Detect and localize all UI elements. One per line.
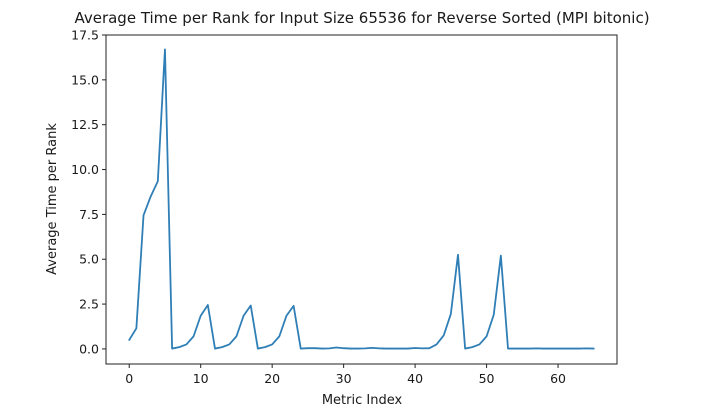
x-tick-label: 0: [125, 371, 133, 386]
x-tick-label: 60: [550, 371, 566, 386]
y-tick-label: 10.0: [71, 162, 99, 177]
y-tick-label: 7.5: [79, 207, 99, 222]
plot-area: 0 10 20 30 40 50 60 0.0 2.5 5.0 7.5 10.0 12.5 15.0 17.…: [71, 28, 618, 386]
x-tick-label: 10: [193, 371, 209, 386]
y-tick-label: 0.0: [79, 341, 99, 356]
series-line: [128, 48, 595, 350]
x-tick-label: 50: [479, 371, 495, 386]
y-tick-label: 2.5: [79, 297, 99, 312]
x-tick-label: 20: [264, 371, 280, 386]
y-tick-label: 12.5: [71, 117, 99, 132]
y-tick-label: 5.0: [79, 252, 99, 267]
x-axis-label: Metric Index: [322, 393, 403, 408]
chart-title: Average Time per Rank for Input Size 655…: [74, 9, 649, 27]
x-tick-label: 30: [336, 371, 352, 386]
y-axis-label: Average Time per Rank: [45, 123, 60, 275]
y-tick-label: 15.0: [71, 72, 99, 87]
x-tick-label: 40: [407, 371, 423, 386]
y-tick-label: 17.5: [71, 28, 99, 43]
plot-frame: [105, 34, 618, 365]
